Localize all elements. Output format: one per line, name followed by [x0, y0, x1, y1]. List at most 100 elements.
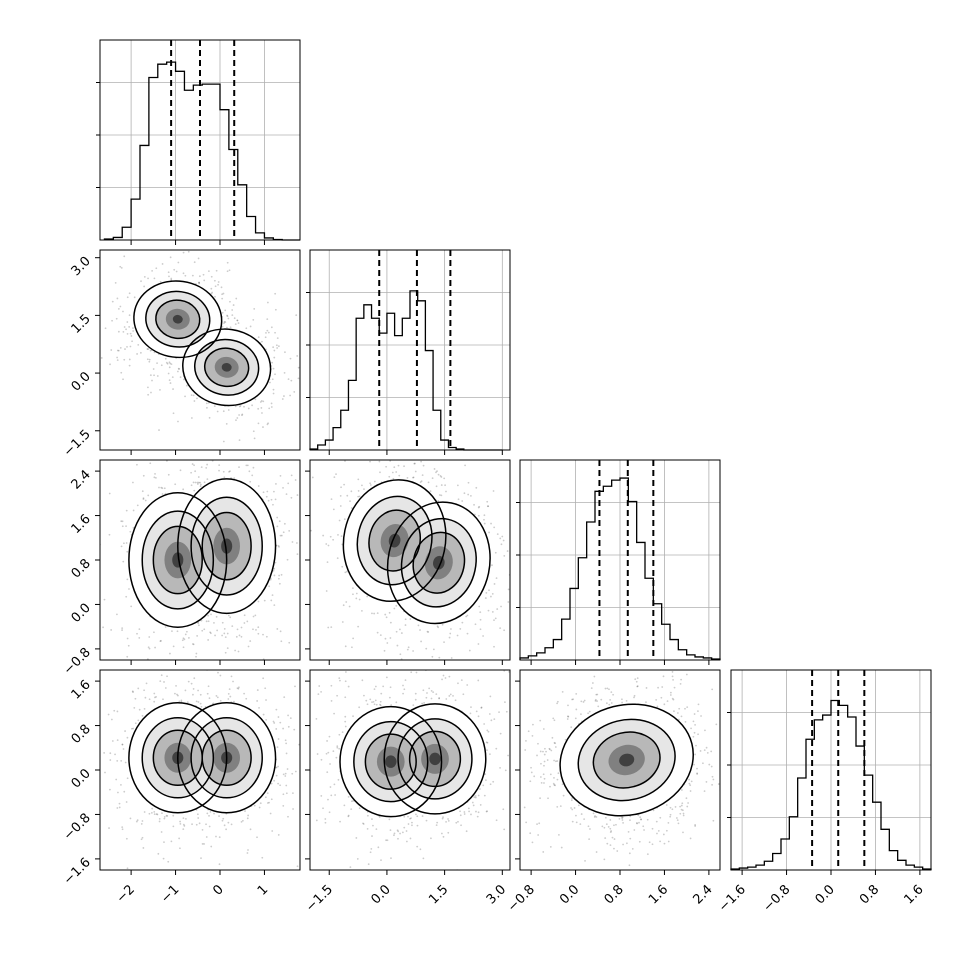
- sample-point: [422, 651, 424, 653]
- sample-point: [363, 488, 365, 491]
- sample-point: [393, 832, 396, 835]
- sample-point: [494, 617, 497, 620]
- sample-point: [343, 483, 346, 486]
- sample-point: [414, 470, 417, 473]
- sample-point: [179, 822, 182, 825]
- sample-point: [258, 806, 261, 809]
- sample-point: [131, 690, 134, 693]
- sample-point: [124, 761, 127, 764]
- sample-point: [163, 681, 165, 683]
- sample-point: [409, 817, 411, 820]
- sample-point: [395, 701, 398, 704]
- sample-point: [482, 784, 485, 787]
- sample-point: [169, 382, 172, 384]
- sample-point: [166, 815, 169, 817]
- sample-point: [728, 678, 730, 680]
- sample-point: [232, 680, 234, 683]
- sample-point: [194, 481, 197, 484]
- sample-point: [517, 591, 519, 593]
- sample-point: [643, 829, 645, 831]
- sample-point: [350, 800, 353, 803]
- sample-point: [224, 636, 227, 639]
- sample-point: [154, 696, 156, 699]
- sample-point: [116, 613, 118, 616]
- sample-point: [366, 814, 369, 817]
- contour-line: [190, 496, 263, 596]
- sample-point: [128, 292, 131, 295]
- sample-point: [371, 701, 373, 704]
- sample-point: [398, 628, 401, 631]
- sample-point: [254, 614, 257, 617]
- sample-point: [287, 714, 289, 717]
- sample-point: [150, 812, 153, 814]
- sample-point: [465, 615, 468, 618]
- sample-point: [269, 381, 271, 384]
- sample-point: [121, 629, 123, 631]
- sample-point: [455, 821, 458, 824]
- sample-point: [264, 687, 267, 690]
- sample-point: [262, 633, 264, 636]
- sample-point: [215, 269, 218, 272]
- sample-point: [682, 814, 685, 817]
- sample-point: [447, 831, 450, 834]
- sample-point: [90, 703, 92, 705]
- sample-point: [146, 348, 149, 350]
- sample-point: [296, 494, 299, 496]
- sample-point: [443, 477, 446, 480]
- sample-point: [175, 270, 178, 273]
- sample-point: [378, 816, 381, 818]
- sample-point: [428, 687, 431, 690]
- sample-point: [321, 530, 323, 532]
- sample-point: [291, 792, 294, 795]
- sample-point: [407, 646, 410, 649]
- sample-point: [608, 688, 610, 691]
- sample-point: [507, 601, 510, 603]
- sample-point: [206, 478, 209, 480]
- sample-point: [143, 811, 146, 813]
- sample-point: [148, 360, 151, 363]
- sample-point: [349, 668, 351, 670]
- sample-point: [156, 813, 159, 816]
- sample-point: [479, 788, 481, 790]
- sample-point: [371, 835, 373, 837]
- sample-point: [248, 428, 250, 430]
- sample-point: [199, 485, 202, 488]
- sample-point: [293, 391, 296, 393]
- density-level: [221, 362, 232, 372]
- sample-point: [117, 307, 120, 310]
- sample-point: [172, 825, 175, 828]
- sample-point: [634, 645, 636, 647]
- sample-point: [262, 491, 265, 494]
- sample-point: [171, 376, 174, 379]
- sample-point: [710, 750, 713, 753]
- sample-point: [282, 727, 285, 730]
- sample-point: [196, 481, 199, 484]
- sample-point: [286, 558, 289, 561]
- sample-point: [363, 694, 365, 697]
- sample-point: [178, 837, 181, 840]
- sample-point: [193, 677, 196, 680]
- sample-point: [496, 608, 499, 610]
- sample-point: [172, 388, 174, 390]
- sample-point: [116, 759, 119, 762]
- sample-point: [543, 753, 546, 756]
- sample-point: [183, 638, 186, 641]
- panel-frame: [99, 249, 301, 451]
- sample-point: [221, 634, 224, 637]
- sample-point: [273, 490, 275, 493]
- sample-point: [197, 476, 200, 478]
- sample-point: [126, 655, 129, 658]
- sample-point: [122, 310, 124, 313]
- sample-point: [397, 837, 399, 840]
- sample-point: [503, 629, 506, 632]
- sample-point: [186, 701, 189, 704]
- sample-point: [252, 430, 255, 433]
- sample-point: [405, 830, 408, 832]
- sample-point: [259, 802, 262, 805]
- sample-point: [132, 231, 134, 233]
- sample-point: [216, 410, 219, 413]
- sample-point: [192, 394, 195, 397]
- sample-point: [122, 378, 124, 381]
- sample-point: [154, 646, 156, 649]
